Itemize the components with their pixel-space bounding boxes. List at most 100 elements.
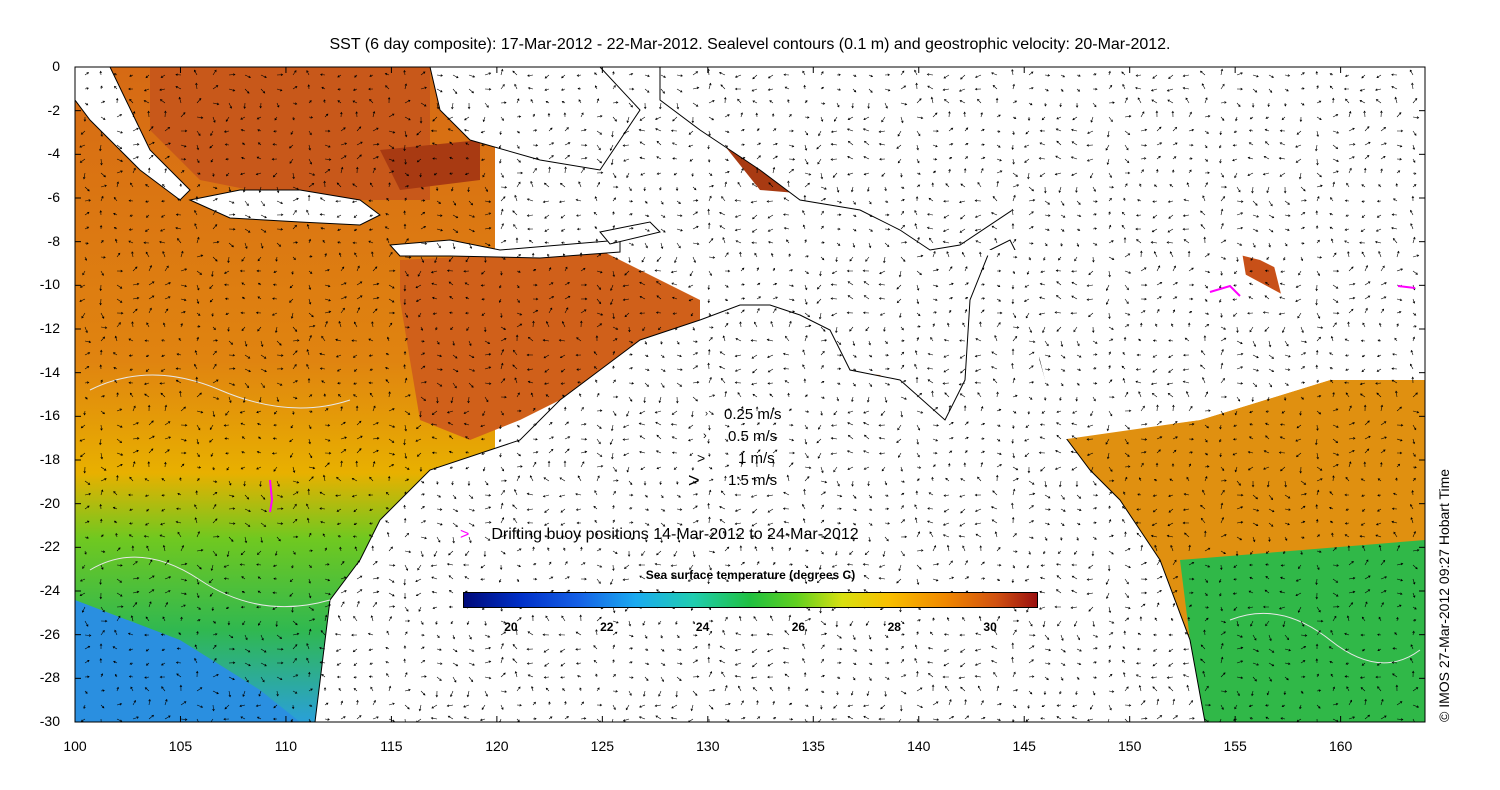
velocity-arrow (594, 226, 598, 230)
velocity-arrow (996, 408, 1002, 412)
velocity-arrow (751, 88, 758, 92)
velocity-arrow (847, 281, 854, 286)
velocity-arrow (708, 82, 712, 90)
velocity-arrow (753, 616, 758, 622)
velocity-arrow (959, 100, 966, 104)
velocity-arrow (1040, 717, 1046, 720)
velocity-arrow (564, 282, 570, 286)
velocity-arrow (1039, 590, 1046, 594)
velocity-arrow (847, 715, 854, 720)
velocity-arrow (639, 281, 646, 286)
velocity-arrow (385, 491, 390, 496)
velocity-arrow (658, 690, 662, 697)
velocity-arrow (820, 198, 827, 202)
velocity-arrow (596, 284, 602, 290)
velocity-arrow (1076, 536, 1079, 541)
velocity-arrow (1028, 326, 1032, 333)
velocity-arrow (114, 335, 118, 342)
velocity-arrow (449, 435, 454, 440)
velocity-arrow (740, 112, 744, 118)
velocity-arrow (612, 85, 616, 90)
velocity-arrow (974, 87, 982, 91)
velocity-arrow (544, 74, 550, 79)
velocity-arrow (734, 74, 742, 78)
velocity-arrow (161, 648, 166, 651)
velocity-arrow (129, 476, 134, 482)
velocity-arrow (223, 717, 230, 721)
velocity-arrow (1024, 284, 1030, 288)
velocity-arrow (403, 144, 406, 152)
velocity-arrow (675, 326, 678, 331)
velocity-arrow (292, 550, 296, 555)
velocity-arrow (148, 698, 151, 706)
velocity-legend-label: 1 m/s (738, 450, 775, 467)
velocity-arrow (100, 534, 104, 538)
velocity-arrow (560, 535, 566, 538)
velocity-arrow (820, 690, 825, 693)
velocity-arrow (577, 381, 582, 384)
velocity-arrow (212, 224, 218, 230)
velocity-arrow (914, 223, 918, 230)
velocity-arrow (740, 156, 746, 160)
velocity-arrow (532, 144, 539, 147)
velocity-arrow (675, 690, 679, 698)
velocity-arrow (560, 88, 566, 91)
velocity-arrow (100, 466, 107, 471)
velocity-arrow (415, 592, 422, 597)
velocity-arrow (692, 550, 696, 558)
buoy-legend: > Drifting buoy positions 14-Mar-2012 to … (460, 526, 859, 544)
velocity-arrow (643, 186, 647, 192)
velocity-arrow (180, 310, 186, 314)
velocity-arrow (1056, 575, 1062, 580)
velocity-arrow (654, 562, 662, 566)
velocity-arrow (1108, 338, 1114, 342)
velocity-arrow (450, 690, 454, 698)
velocity-arrow (932, 112, 938, 118)
velocity-arrow (164, 698, 168, 706)
velocity-arrow (996, 452, 1002, 456)
velocity-arrow (724, 130, 730, 134)
velocity-arrow (500, 534, 507, 538)
velocity-arrow (164, 436, 172, 440)
velocity-arrow (580, 297, 588, 301)
velocity-arrow (836, 340, 842, 345)
velocity-arrow (628, 480, 633, 486)
velocity-arrow (436, 200, 442, 204)
velocity-arrow (756, 436, 761, 440)
velocity-arrow (531, 614, 535, 622)
velocity-arrow (862, 563, 870, 566)
velocity-arrow (371, 251, 374, 258)
map-title: SST (6 day composite): 17-Mar-2012 - 22-… (329, 36, 1171, 53)
velocity-arrow (980, 437, 985, 441)
velocity-arrow (740, 128, 745, 132)
velocity-arrow (484, 494, 492, 497)
velocity-arrow (420, 380, 427, 384)
velocity-arrow (228, 396, 232, 404)
velocity-arrow (532, 309, 539, 314)
velocity-arrow (1011, 144, 1015, 151)
velocity-arrow (308, 284, 312, 291)
velocity-arrow (1044, 536, 1048, 541)
velocity-arrow (116, 578, 123, 583)
velocity-arrow (527, 74, 534, 77)
velocity-arrow (308, 564, 312, 568)
velocity-arrow (196, 325, 201, 328)
velocity-arrow (692, 633, 698, 637)
velocity-arrow (670, 129, 678, 133)
velocity-arrow (734, 674, 742, 678)
velocity-arrow (804, 158, 809, 165)
velocity-arrow (532, 129, 538, 132)
velocity-arrow (900, 172, 903, 178)
velocity-arrow (514, 377, 518, 384)
velocity-arrow (404, 688, 411, 692)
velocity-arrow (514, 83, 518, 90)
velocity-arrow (532, 546, 535, 552)
velocity-arrow (863, 422, 870, 426)
velocity-arrow (929, 531, 934, 538)
velocity-arrow (991, 366, 998, 370)
velocity-arrow (596, 464, 604, 468)
velocity-arrow (336, 368, 342, 372)
velocity-arrow (290, 452, 294, 458)
velocity-arrow (739, 545, 743, 552)
velocity-arrow (1315, 298, 1318, 306)
